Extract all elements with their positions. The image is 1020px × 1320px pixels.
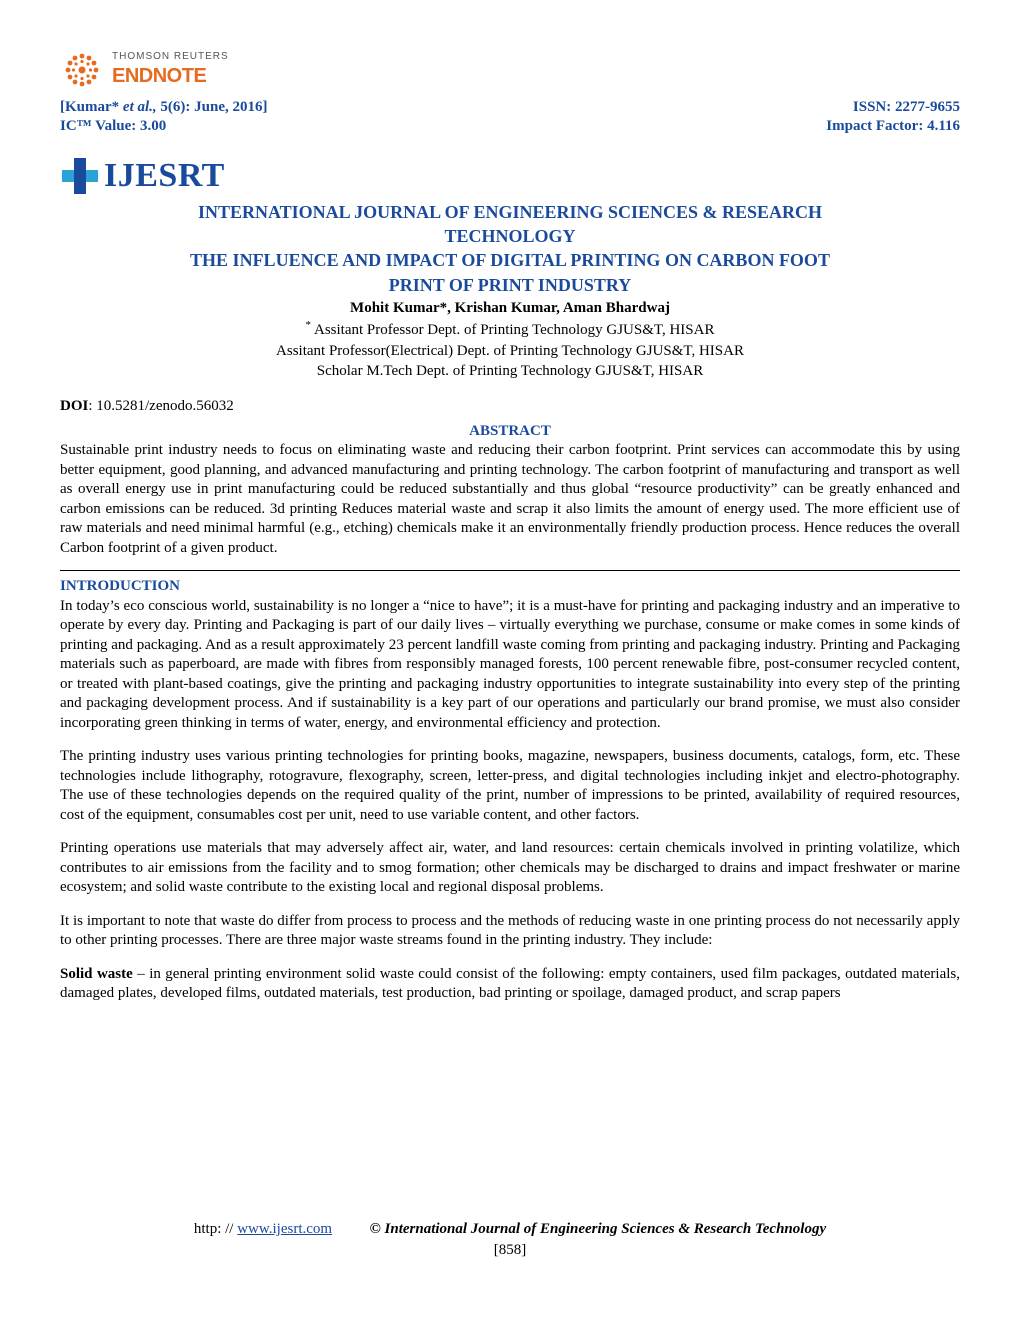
corresponding-star: * bbox=[306, 319, 312, 331]
issn: ISSN: 2277-9655 bbox=[853, 98, 960, 117]
journal-short-title-row: IJESRT bbox=[60, 154, 960, 198]
introduction-heading: INTRODUCTION bbox=[60, 577, 960, 596]
intro-paragraph-3: Printing operations use materials that m… bbox=[60, 839, 960, 898]
footer-copyright: © International Journal of Engineering S… bbox=[370, 1221, 827, 1237]
intro-paragraph-2: The printing industry uses various print… bbox=[60, 747, 960, 825]
footer-link[interactable]: www.ijesrt.com bbox=[237, 1221, 332, 1237]
citation-left: [Kumar* et al., 5(6): June, 2016] bbox=[60, 98, 268, 117]
footer: http: // www.ijesrt.com © International … bbox=[120, 1220, 900, 1260]
doi: DOI: 10.5281/zenodo.56032 bbox=[60, 397, 960, 416]
solid-waste-label: Solid waste bbox=[60, 966, 133, 982]
solid-waste-paragraph: Solid waste – in general printing enviro… bbox=[60, 965, 960, 1004]
impact-factor: Impact Factor: 4.116 bbox=[826, 117, 960, 136]
affiliations: * Assitant Professor Dept. of Printing T… bbox=[60, 318, 960, 381]
sunburst-icon bbox=[60, 48, 104, 92]
intro-paragraph-1: In today’s eco conscious world, sustaina… bbox=[60, 597, 960, 734]
page-number: [858] bbox=[120, 1241, 900, 1260]
endnote-label: ENDNOTE bbox=[112, 64, 229, 90]
abstract-body: Sustainable print industry needs to focu… bbox=[60, 441, 960, 558]
abstract-heading: ABSTRACT bbox=[60, 422, 960, 441]
journal-short-title: IJESRT bbox=[104, 154, 225, 198]
journal-full-title: INTERNATIONAL JOURNAL OF ENGINEERING SCI… bbox=[60, 200, 960, 249]
divider bbox=[60, 570, 960, 571]
ic-value: IC™ Value: 3.00 bbox=[60, 117, 166, 136]
thomson-reuters-label: THOMSON REUTERS bbox=[112, 51, 229, 64]
plus-icon bbox=[60, 156, 100, 196]
header-meta-row-2: IC™ Value: 3.00 Impact Factor: 4.116 bbox=[60, 117, 960, 136]
endnote-logo: THOMSON REUTERS ENDNOTE bbox=[60, 48, 960, 92]
header-meta-row-1: [Kumar* et al., 5(6): June, 2016] ISSN: … bbox=[60, 98, 960, 117]
paper-title: THE INFLUENCE AND IMPACT OF DIGITAL PRIN… bbox=[60, 248, 960, 297]
authors: Mohit Kumar*, Krishan Kumar, Aman Bhardw… bbox=[60, 299, 960, 318]
intro-paragraph-4: It is important to note that waste do di… bbox=[60, 912, 960, 951]
